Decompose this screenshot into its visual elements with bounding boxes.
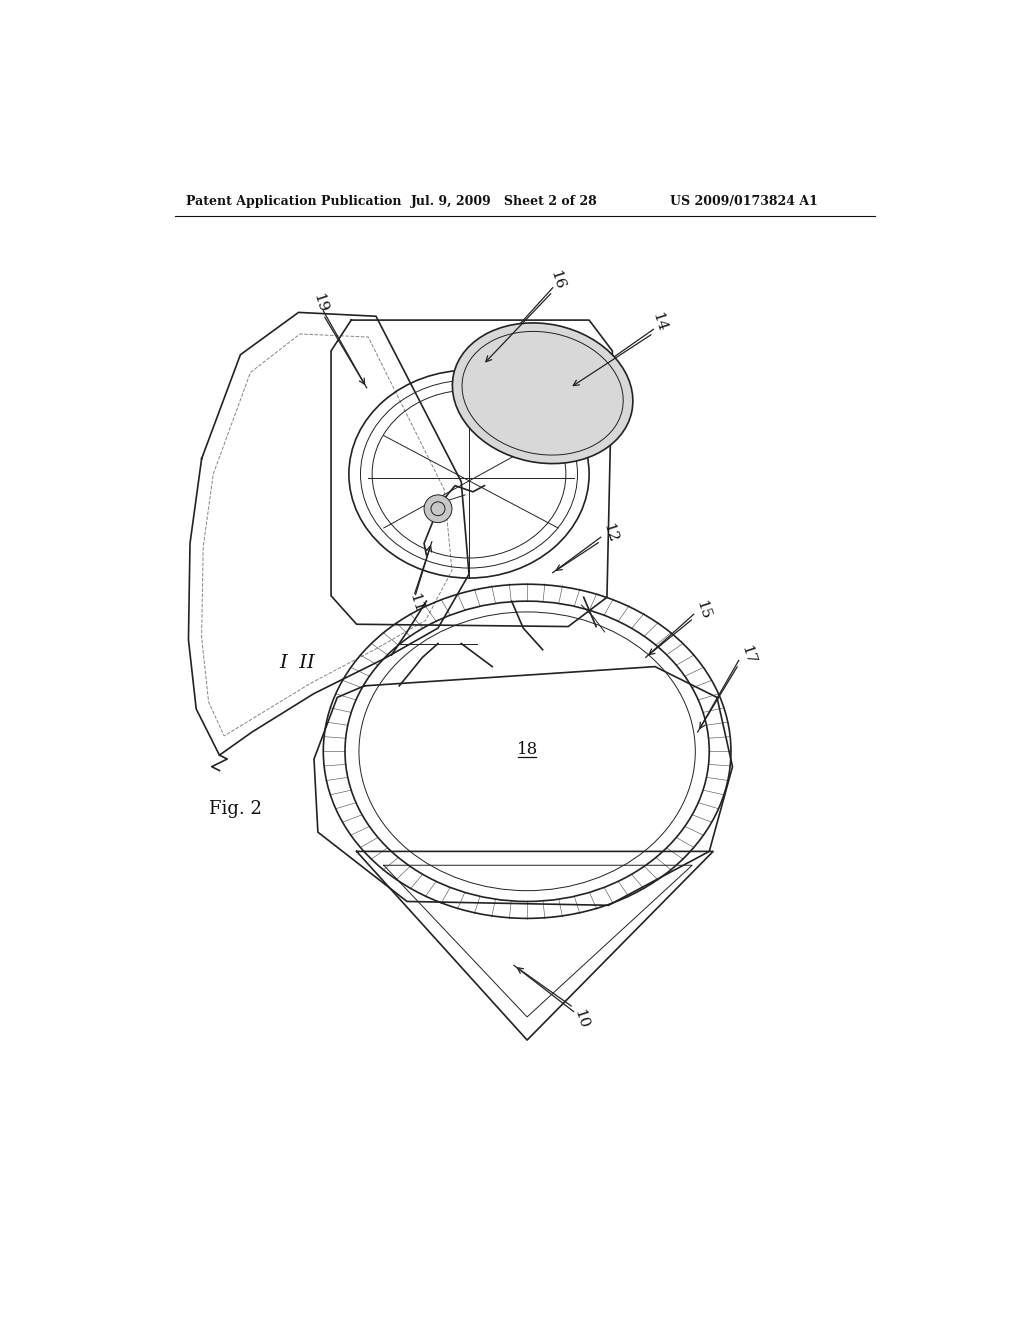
Text: Fig. 2: Fig. 2 [209, 800, 262, 818]
Text: 17: 17 [738, 644, 758, 667]
Text: 19: 19 [310, 292, 330, 314]
Text: 11: 11 [407, 593, 426, 615]
Ellipse shape [453, 323, 633, 463]
Text: 12: 12 [600, 521, 620, 544]
Text: Patent Application Publication: Patent Application Publication [186, 194, 401, 207]
Text: US 2009/0173824 A1: US 2009/0173824 A1 [671, 194, 818, 207]
Text: 18: 18 [516, 742, 538, 758]
Text: 15: 15 [693, 598, 713, 620]
Circle shape [424, 495, 452, 523]
Text: 16: 16 [547, 269, 566, 292]
Text: Jul. 9, 2009   Sheet 2 of 28: Jul. 9, 2009 Sheet 2 of 28 [411, 194, 598, 207]
Text: I  II: I II [280, 653, 314, 672]
Text: 10: 10 [571, 1008, 591, 1031]
Text: 14: 14 [649, 310, 669, 333]
